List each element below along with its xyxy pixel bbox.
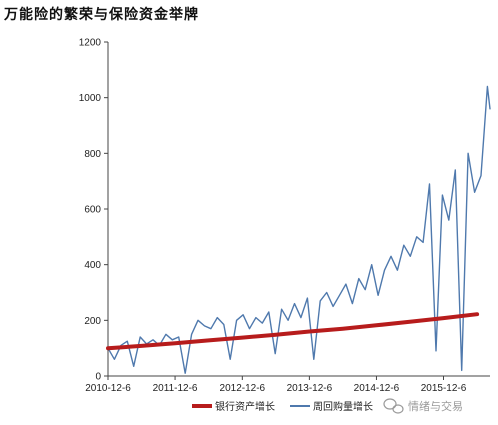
legend-label-bank-assets: 银行资产增长 xyxy=(215,400,275,413)
legend-label-repo-volume: 周回购量增长 xyxy=(313,400,373,413)
x-tick-label: 2014-12-6 xyxy=(354,383,400,394)
x-tick-label: 2015-12-6 xyxy=(421,383,467,394)
y-tick-label: 0 xyxy=(95,372,101,383)
x-axis-ticks: 2010-12-6 2011-12-6 2012-12-6 2013-12-6 2014… xyxy=(85,376,467,394)
x-tick-label: 2012-12-6 xyxy=(220,383,266,394)
y-tick-label: 200 xyxy=(84,316,101,327)
watermark: 情绪与交易 xyxy=(383,398,463,414)
y-tick-label: 400 xyxy=(84,260,101,271)
x-tick-label: 2011-12-6 xyxy=(153,383,198,394)
y-tick-label: 1000 xyxy=(79,93,102,104)
x-tick-label: 2013-12-6 xyxy=(287,383,333,394)
chart-axes xyxy=(107,42,490,377)
y-tick-label: 600 xyxy=(84,205,101,216)
wechat-icon xyxy=(383,398,404,414)
series-line-repo-volume xyxy=(107,85,491,374)
chart-legend: 银行资产增长 周回购量增长 xyxy=(192,400,373,413)
watermark-text: 情绪与交易 xyxy=(408,399,463,413)
y-tick-label: 800 xyxy=(84,149,101,160)
y-axis-ticks: 0 200 400 600 800 1000 1200 xyxy=(79,38,108,383)
x-tick-label: 2010-12-6 xyxy=(85,383,131,394)
y-tick-label: 1200 xyxy=(79,38,102,49)
series-line-bank-assets xyxy=(106,312,480,351)
series-layer xyxy=(106,85,491,374)
page-title: 万能险的繁荣与保险资金举牌 xyxy=(4,7,199,23)
